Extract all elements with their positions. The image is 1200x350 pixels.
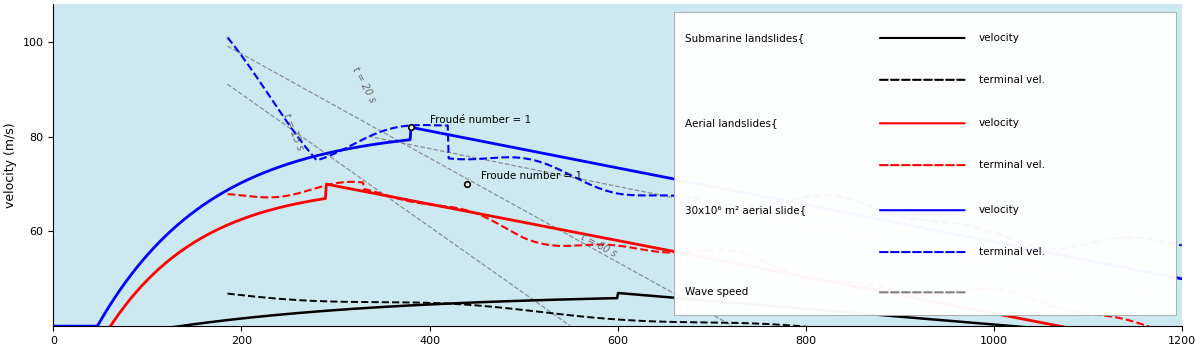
Text: t = 15 s: t = 15 s: [281, 112, 305, 152]
Text: terminal vel.: terminal vel.: [979, 160, 1045, 170]
Text: Aerial landslides{: Aerial landslides{: [685, 118, 778, 128]
FancyBboxPatch shape: [674, 12, 1176, 315]
Text: Froudé number = 1: Froudé number = 1: [430, 114, 530, 125]
Text: velocity: velocity: [979, 205, 1020, 215]
Text: t = 20 s: t = 20 s: [350, 65, 377, 104]
Text: Froude number = 1: Froude number = 1: [481, 172, 582, 181]
Text: Submarine landslides{: Submarine landslides{: [685, 33, 804, 43]
Text: terminal vel.: terminal vel.: [979, 75, 1045, 85]
Text: t = 60 s: t = 60 s: [580, 232, 618, 259]
Y-axis label: velocity (m/s): velocity (m/s): [4, 122, 17, 208]
Text: terminal vel.: terminal vel.: [979, 247, 1045, 257]
Text: Wave speed: Wave speed: [685, 287, 749, 297]
Text: velocity: velocity: [979, 118, 1020, 128]
Text: velocity: velocity: [979, 33, 1020, 43]
Text: 30x10⁶ m² aerial slide{: 30x10⁶ m² aerial slide{: [685, 205, 806, 215]
